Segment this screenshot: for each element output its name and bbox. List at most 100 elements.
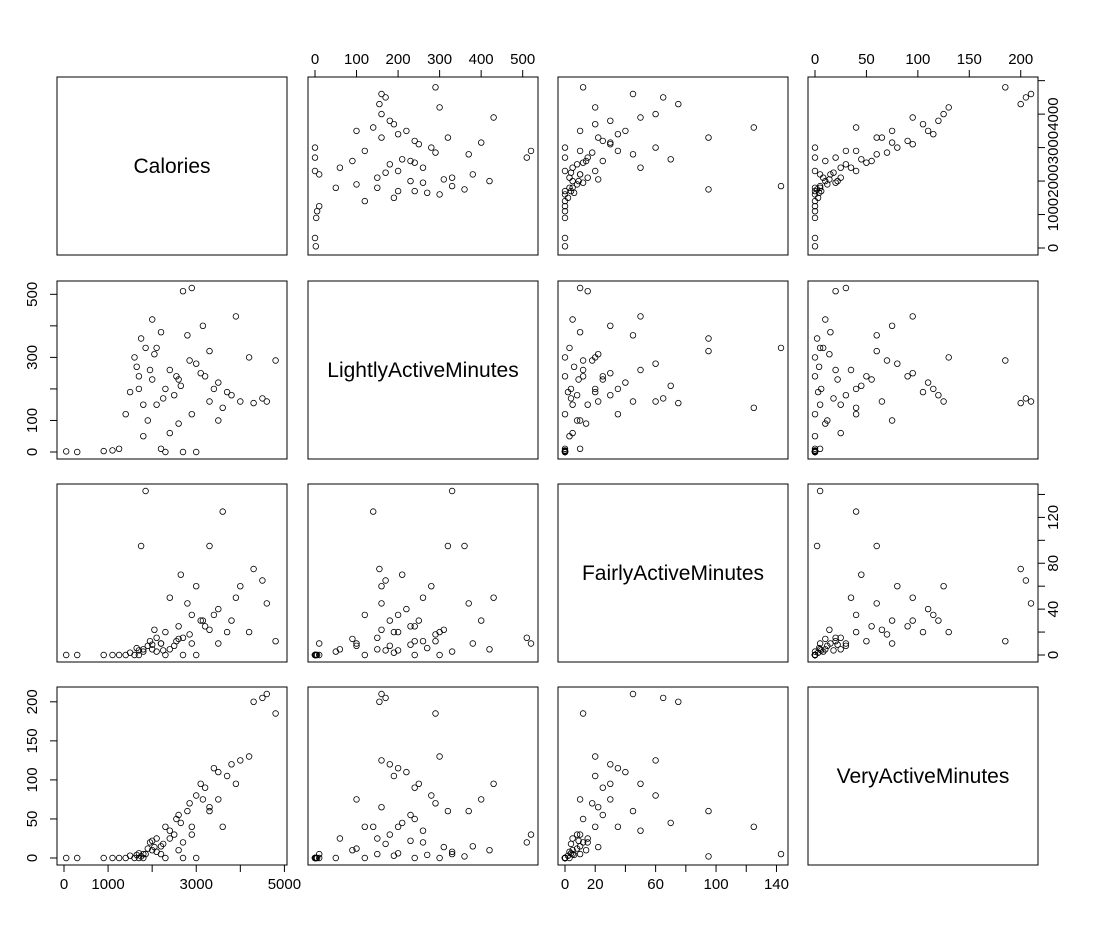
point-0-3-32 [837, 174, 844, 181]
point-2-3-59 [834, 641, 841, 648]
point-0-3-0 [816, 184, 824, 191]
point-2-3-57 [888, 640, 896, 647]
point-1-0-16 [148, 316, 156, 323]
point-3-1-52 [336, 835, 344, 842]
point-1-3-35 [863, 373, 870, 380]
point-2-0-16 [148, 646, 156, 653]
point-0-2-49 [561, 154, 569, 161]
point-2-0-9 [215, 605, 222, 613]
point-0-1-45 [313, 214, 320, 222]
point-3-0-51 [157, 850, 165, 858]
point-2-3-14 [1027, 600, 1035, 607]
point-2-3-34 [830, 647, 837, 654]
point-3-0-27 [177, 819, 184, 827]
point-2-3-23 [852, 508, 860, 515]
point-0-3-43 [811, 202, 819, 210]
tick-label-right-calories-3000: 3000 [1045, 131, 1062, 164]
point-0-3-28 [894, 144, 901, 151]
point-2-0-19 [126, 649, 134, 656]
point-2-0-44 [109, 651, 116, 659]
point-1-3-19 [814, 388, 822, 396]
point-2-1-8 [415, 617, 422, 624]
point-3-2-54 [566, 854, 573, 862]
point-3-1-32 [374, 835, 381, 842]
point-0-1-53 [349, 157, 356, 165]
point-2-3-22 [873, 542, 880, 550]
point-3-1-21 [527, 831, 535, 838]
point-2-1-26 [419, 594, 427, 601]
point-0-2-27 [667, 156, 674, 163]
point-1-0-1 [146, 366, 154, 374]
point-0-3-48 [811, 144, 819, 151]
tick-label-top-lightlyactiveminutes-200: 200 [386, 51, 411, 68]
point-0-2-55 [614, 147, 622, 155]
point-1-2-54 [566, 433, 573, 440]
point-2-3-39 [888, 617, 896, 624]
point-2-1-59 [407, 641, 414, 648]
tick-label-left-lightlyactiveminutes-100: 100 [24, 408, 41, 433]
point-2-3-6 [868, 623, 875, 630]
point-3-0-8 [197, 780, 204, 787]
point-3-0-22 [206, 807, 213, 815]
point-2-3-55 [852, 611, 860, 619]
point-3-2-56 [595, 804, 602, 811]
point-0-2-47 [561, 243, 569, 250]
point-2-3-1 [832, 638, 839, 645]
point-2-1-22 [444, 542, 452, 550]
point-3-0-40 [232, 780, 240, 787]
point-1-0-22 [206, 347, 213, 355]
tick-label-top-lightlyactiveminutes-500: 500 [510, 51, 535, 68]
point-1-3-20 [832, 288, 839, 295]
point-0-2-37 [595, 176, 602, 183]
point-1-0-54 [140, 433, 147, 440]
point-1-2-24 [705, 335, 712, 342]
tick-label-bottom-calories-5000: 5000 [268, 876, 301, 893]
point-3-1-50 [311, 854, 319, 862]
point-1-2-14 [629, 398, 637, 405]
point-1-0-12 [250, 399, 257, 407]
variable-label-calories: Calories [133, 155, 210, 178]
point-2-0-5 [135, 651, 143, 659]
point-0-2-23 [750, 124, 757, 131]
point-2-0-40 [232, 594, 240, 601]
point-0-3-8 [909, 140, 916, 148]
point-1-2-26 [637, 366, 644, 374]
point-2-1-5 [411, 651, 418, 659]
point-0-3-39 [888, 139, 896, 146]
point-1-3-33 [824, 417, 831, 424]
point-2-3-7 [883, 631, 891, 638]
point-0-1-17 [436, 191, 443, 198]
point-0-3-46 [811, 234, 819, 242]
point-0-1-13 [382, 94, 389, 101]
point-3-2-59 [575, 837, 582, 844]
point-0-1-11 [378, 110, 385, 118]
point-1-0-28 [192, 360, 200, 367]
point-1-2-12 [675, 399, 682, 407]
point-3-2-51 [576, 850, 584, 858]
panel-1-1 [307, 280, 539, 460]
point-2-1-34 [382, 647, 389, 654]
point-3-1-15 [469, 843, 476, 850]
point-3-0-21 [188, 831, 195, 838]
point-0-1-0 [374, 184, 381, 191]
point-0-2-1 [579, 179, 587, 186]
point-3-1-53 [349, 847, 356, 854]
panel-1-0 [56, 280, 288, 460]
point-1-3-57 [888, 417, 896, 424]
point-0-3-22 [873, 134, 880, 141]
point-1-3-31 [919, 388, 927, 396]
point-0-3-51 [816, 171, 824, 178]
point-1-3-27 [858, 382, 865, 389]
point-2-0-37 [151, 626, 158, 633]
panel-3-0 [56, 686, 288, 866]
point-1-0-19 [126, 388, 134, 396]
point-3-0-33 [144, 845, 151, 852]
point-1-3-51 [816, 445, 824, 452]
point-2-1-36 [424, 644, 431, 652]
point-0-1-29 [411, 137, 418, 145]
point-3-1-59 [407, 837, 414, 844]
point-2-3-53 [822, 635, 829, 643]
point-1-2-30 [614, 385, 622, 393]
point-1-2-57 [576, 417, 584, 424]
point-0-2-32 [584, 174, 591, 181]
